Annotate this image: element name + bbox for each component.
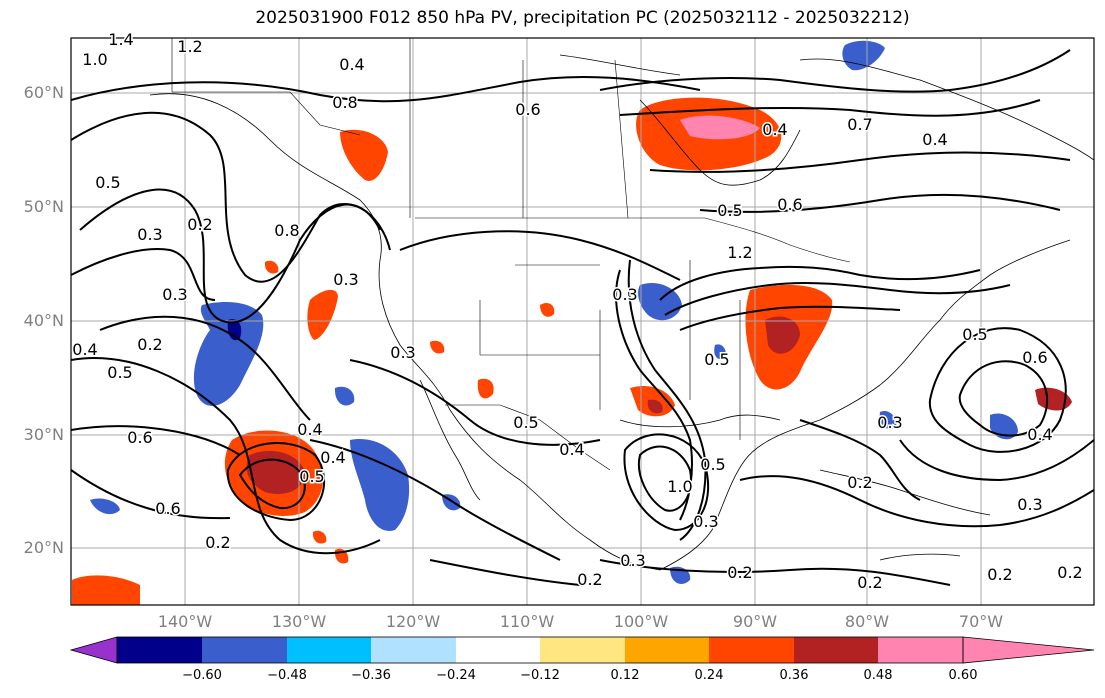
lat-label-20n: 20°N bbox=[23, 538, 64, 557]
contour-label: 0.5 bbox=[513, 413, 538, 432]
contour-label: 0.5 bbox=[704, 350, 729, 369]
colorbar-tick: −0.24 bbox=[436, 668, 476, 683]
graticule-lines bbox=[71, 38, 1094, 605]
contour-label: 0.3 bbox=[877, 413, 902, 432]
contour-label: 0.3 bbox=[162, 285, 187, 304]
contour-label: 0.4 bbox=[72, 340, 97, 359]
colorbar-tick: 0.24 bbox=[694, 668, 724, 683]
contour-label: 0.5 bbox=[95, 173, 120, 192]
lon-label-80w: 80°W bbox=[844, 612, 890, 631]
lon-label-100w: 100°W bbox=[613, 612, 669, 631]
contour-label: 1.0 bbox=[82, 50, 107, 69]
colorbar-extend-low bbox=[69, 636, 118, 664]
contour-label: 0.4 bbox=[762, 120, 787, 139]
contour-label: 1.0 bbox=[667, 477, 692, 496]
contour-label: 0.4 bbox=[339, 55, 364, 74]
lon-label-110w: 110°W bbox=[499, 612, 555, 631]
contour-label: 0.4 bbox=[1027, 425, 1052, 444]
contour-label: 0.2 bbox=[187, 215, 212, 234]
lon-label-70w: 70°W bbox=[958, 612, 1004, 631]
contour-label: 0.5 bbox=[700, 455, 725, 474]
contour-label: 0.2 bbox=[847, 473, 872, 492]
map-frame bbox=[70, 37, 1095, 606]
contour-label: 0.4 bbox=[922, 130, 947, 149]
colorbar-segment bbox=[456, 637, 540, 663]
colorbar-segment bbox=[794, 637, 878, 663]
lon-label-140w: 140°W bbox=[157, 612, 213, 631]
contour-label: 0.8 bbox=[274, 221, 299, 240]
colorbar-segment bbox=[540, 637, 625, 663]
contour-label: 0.3 bbox=[333, 270, 358, 289]
colorbar-segment bbox=[625, 637, 709, 663]
colorbar-segment bbox=[287, 637, 371, 663]
contour-label: 0.2 bbox=[1057, 563, 1082, 582]
colorbar-tick: −0.36 bbox=[351, 668, 391, 683]
colorbar-segment bbox=[202, 637, 287, 663]
lon-label-90w: 90°W bbox=[732, 612, 778, 631]
contour-label: 0.7 bbox=[847, 115, 872, 134]
contour-label: 1.4 bbox=[108, 30, 133, 49]
contour-label: 0.3 bbox=[137, 225, 162, 244]
contour-label: 1.2 bbox=[177, 37, 202, 56]
contour-label: 0.3 bbox=[620, 551, 645, 570]
lon-label-120w: 120°W bbox=[385, 612, 441, 631]
colorbar-segment bbox=[878, 637, 963, 663]
contour-label: 0.2 bbox=[857, 573, 882, 592]
contour-label: 0.3 bbox=[612, 285, 637, 304]
colorbar-tick: 0.48 bbox=[863, 668, 893, 683]
contour-label: 0.2 bbox=[137, 335, 162, 354]
contour-label: 0.4 bbox=[320, 448, 345, 467]
contour-label: 0.4 bbox=[297, 420, 322, 439]
contour-label: 0.2 bbox=[727, 563, 752, 582]
contour-label: 0.5 bbox=[717, 201, 742, 220]
colorbar-tick: −0.48 bbox=[267, 668, 307, 683]
contour-label: 0.5 bbox=[107, 363, 132, 382]
colorbar bbox=[69, 636, 1095, 664]
contour-label: 0.6 bbox=[1022, 348, 1047, 367]
contour-label: 0.2 bbox=[987, 565, 1012, 584]
contour-label: 0.6 bbox=[155, 499, 180, 518]
contour-label: 0.3 bbox=[693, 512, 718, 531]
lat-label-30n: 30°N bbox=[23, 425, 64, 444]
colorbar-segment bbox=[117, 637, 202, 663]
colorbar-tick: 0.36 bbox=[779, 668, 809, 683]
colorbar-tick: 0.60 bbox=[948, 668, 978, 683]
contour-label: 0.5 bbox=[962, 325, 987, 344]
contour-label: 0.6 bbox=[515, 100, 540, 119]
contour-label: 0.2 bbox=[205, 533, 230, 552]
lon-label-130w: 130°W bbox=[271, 612, 327, 631]
colorbar-tick: −0.60 bbox=[182, 668, 222, 683]
lat-label-40n: 40°N bbox=[23, 311, 64, 330]
colorbar-segment bbox=[371, 637, 456, 663]
map-title: 2025031900 F012 850 hPa PV, precipitatio… bbox=[255, 8, 910, 28]
contour-label: 0.6 bbox=[777, 195, 802, 214]
colorbar-tick: 0.12 bbox=[610, 668, 640, 683]
contour-label: 0.3 bbox=[1017, 495, 1042, 514]
colorbar-segment bbox=[709, 637, 794, 663]
lat-label-50n: 50°N bbox=[23, 197, 64, 216]
contour-label: 0.4 bbox=[559, 440, 584, 459]
contour-label: 0.2 bbox=[577, 570, 602, 589]
borders bbox=[171, 38, 851, 471]
contour-label: 0.3 bbox=[390, 343, 415, 362]
colorbar-tick: −0.12 bbox=[520, 668, 560, 683]
coastlines bbox=[149, 54, 1094, 571]
contour-label: 0.5 bbox=[299, 467, 324, 486]
lat-label-60n: 60°N bbox=[23, 83, 64, 102]
contour-label: 0.8 bbox=[332, 93, 357, 112]
contour-label: 1.2 bbox=[727, 243, 752, 262]
pv-contours bbox=[71, 49, 1094, 586]
contour-label: 0.6 bbox=[127, 428, 152, 447]
colorbar-extend-high bbox=[962, 636, 1095, 664]
